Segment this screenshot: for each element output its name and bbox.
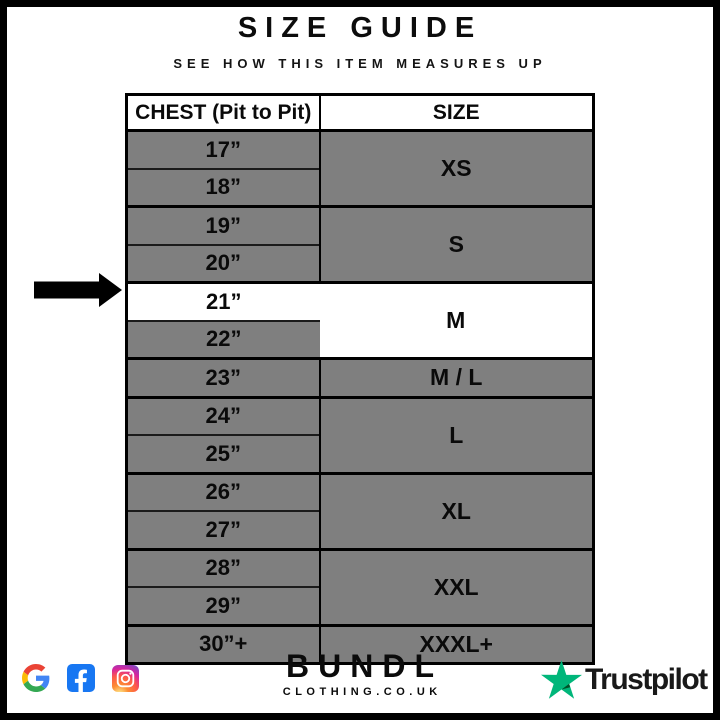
- size-guide-table: CHEST (Pit to Pit) SIZE 17” XS 18” 19” S…: [125, 93, 595, 665]
- chest-cell: 17”: [125, 129, 321, 169]
- trustpilot-star-icon: [541, 660, 582, 699]
- chest-cell: 19”: [125, 205, 321, 245]
- table-row: 23” M / L: [125, 357, 595, 397]
- size-cell: XL: [318, 471, 595, 549]
- table-row: 20”: [125, 243, 594, 283]
- google-icon[interactable]: [22, 664, 50, 692]
- chest-cell: 23”: [125, 357, 321, 397]
- table-row: 22”: [125, 319, 594, 359]
- size-cell: XXL: [318, 547, 595, 625]
- size-cell: M / L: [318, 357, 595, 397]
- table-row: 27”: [125, 510, 594, 549]
- table-header-size: SIZE: [318, 94, 595, 132]
- chest-cell: 28”: [125, 547, 321, 587]
- facebook-icon[interactable]: [67, 664, 95, 692]
- table-row: 26” XL: [125, 471, 595, 549]
- table-row: 29”: [125, 586, 594, 625]
- table-row: 19” S: [125, 205, 595, 283]
- size-cell: XXXL+: [318, 623, 595, 664]
- table-row: 17” XS: [125, 129, 595, 207]
- page-subtitle: SEE HOW THIS ITEM MEASURES UP: [173, 56, 547, 71]
- table-header-row: CHEST (Pit to Pit) SIZE: [125, 94, 595, 132]
- brand-logo: BUNDL CLOTHING.CO.UK: [0, 648, 720, 698]
- arrow-icon: [34, 273, 122, 307]
- chest-cell: 18”: [125, 167, 321, 207]
- trustpilot-logo[interactable]: Trustpilot: [541, 660, 708, 699]
- chest-cell: 27”: [125, 510, 321, 549]
- brand-domain: CLOTHING.CO.UK: [282, 686, 442, 698]
- highlighted-table-row: 21” M: [125, 281, 595, 359]
- page-title: SIZE GUIDE: [237, 12, 483, 44]
- chest-cell: 20”: [125, 243, 321, 283]
- size-cell: S: [318, 205, 595, 283]
- instagram-icon[interactable]: [112, 664, 139, 692]
- table-row: 24” L: [125, 395, 595, 473]
- chest-cell: 30”+: [125, 623, 321, 664]
- trustpilot-label: Trustpilot: [585, 662, 708, 696]
- table-row: 30”+ XXXL+: [125, 623, 595, 664]
- chest-cell: 26”: [125, 471, 321, 511]
- chest-cell: 24”: [125, 395, 321, 435]
- social-icons: [22, 664, 139, 692]
- size-cell: L: [318, 395, 595, 473]
- table-row: 25”: [125, 434, 594, 473]
- chest-cell: 22”: [125, 319, 320, 359]
- highlighted-size-cell: M: [319, 281, 595, 359]
- chest-cell: 25”: [125, 434, 321, 473]
- size-cell: XS: [318, 129, 595, 207]
- highlighted-chest-cell: 21”: [125, 281, 320, 321]
- table-header-chest: CHEST (Pit to Pit): [125, 94, 321, 132]
- chest-cell: 29”: [125, 586, 321, 625]
- table-row: 28” XXL: [125, 547, 595, 625]
- brand-name: BUNDL: [286, 648, 443, 684]
- table-row: 18”: [125, 167, 594, 207]
